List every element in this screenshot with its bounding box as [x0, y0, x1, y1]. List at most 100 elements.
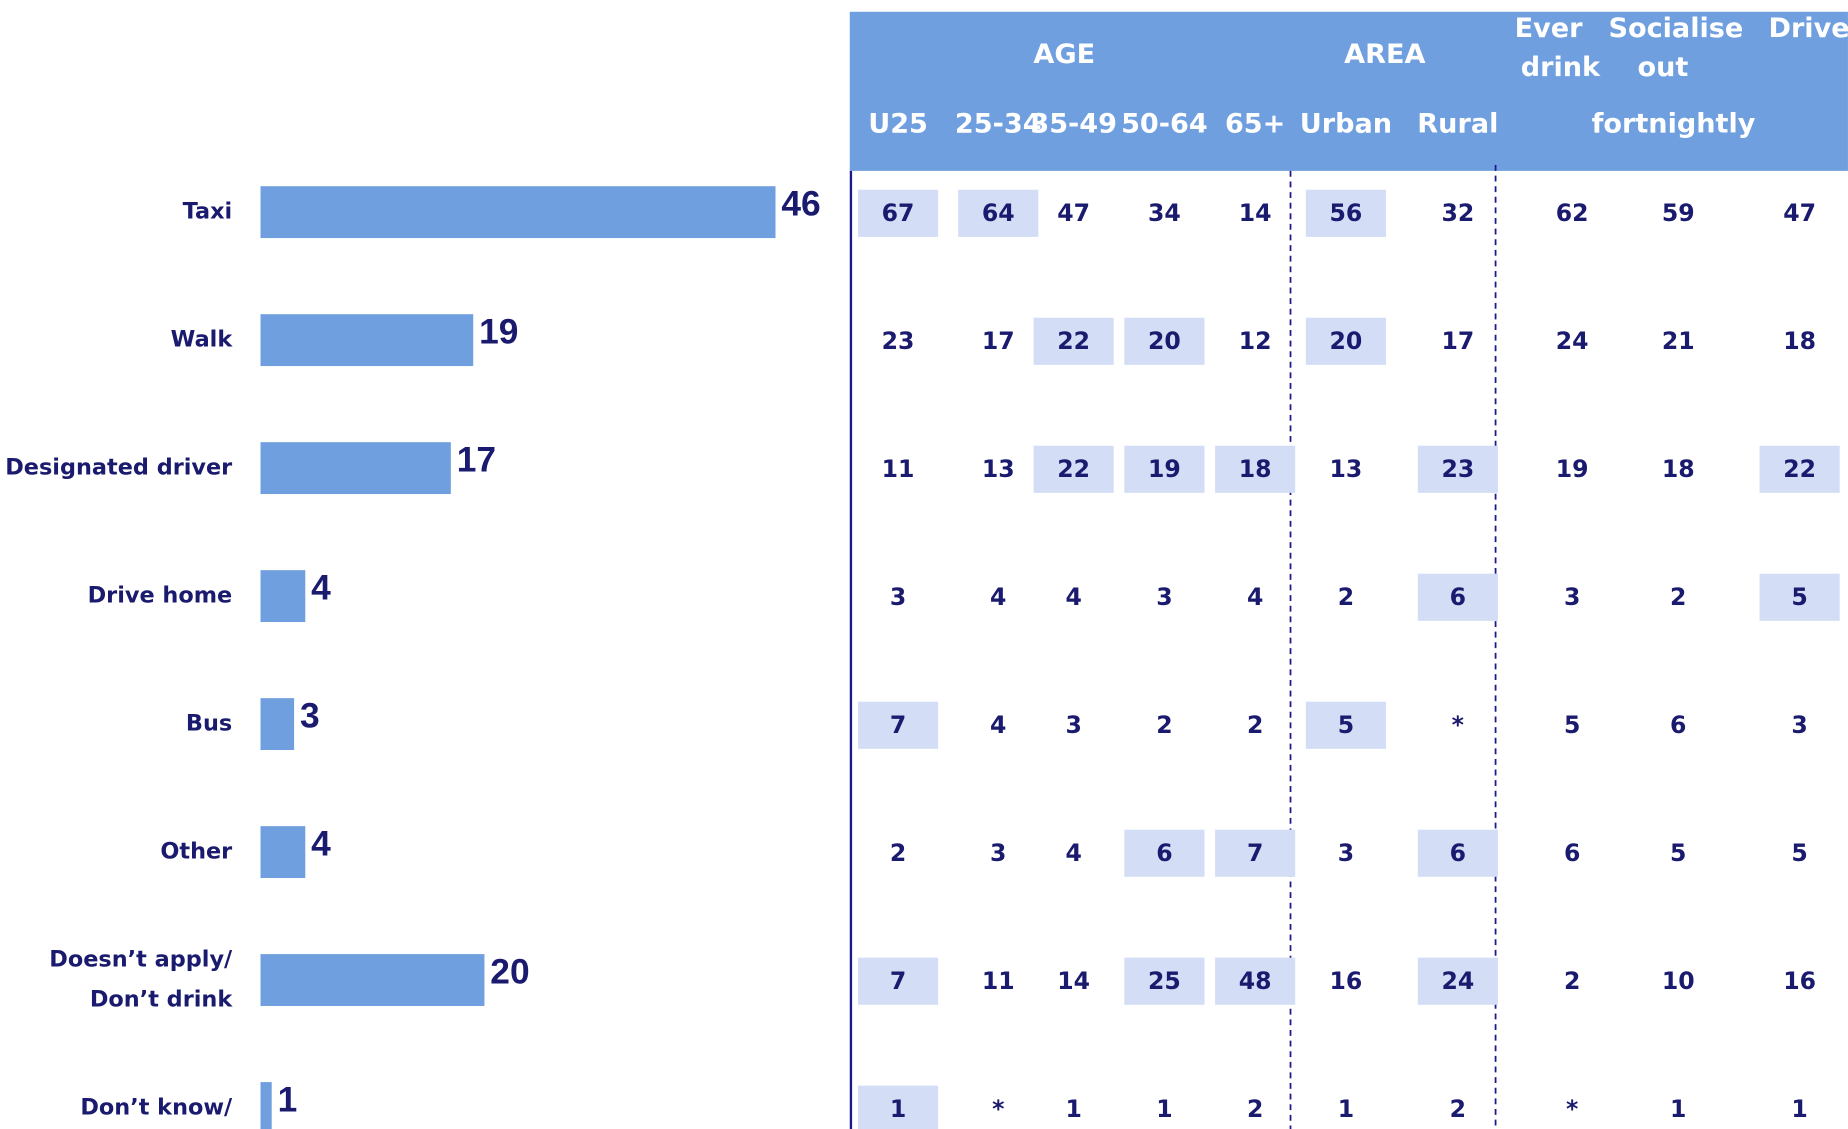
column-header: Rural [1417, 108, 1498, 139]
cell: 47 [1057, 199, 1090, 227]
cell: 6 [1564, 839, 1580, 867]
cell: 1 [1670, 1095, 1686, 1123]
cell: 2 [1247, 711, 1263, 739]
cell: 1 [890, 1095, 906, 1123]
cell-highlight [1759, 445, 1840, 493]
cell: 5 [1791, 583, 1807, 611]
cell: 1 [1156, 1095, 1172, 1123]
cell: 2 [1670, 583, 1686, 611]
cell: 2 [1156, 711, 1172, 739]
group-header: Ever [1515, 13, 1584, 44]
bar [260, 314, 474, 367]
table-header-bg [849, 11, 1848, 171]
cell: 3 [1564, 583, 1580, 611]
bar [260, 186, 776, 239]
cell: 7 [890, 967, 906, 995]
cell: 18 [1662, 455, 1695, 483]
cell-highlight [858, 1085, 939, 1129]
category-label: Drive home [88, 583, 233, 609]
cell-highlight [1033, 445, 1114, 493]
column-header: 65+ [1225, 108, 1285, 139]
cell: 3 [1338, 839, 1354, 867]
cell: 64 [982, 199, 1015, 227]
cell-highlight [1417, 573, 1498, 621]
cell: 25 [1148, 967, 1181, 995]
cell: 2 [1564, 967, 1580, 995]
cell: 23 [1441, 455, 1474, 483]
category-label: Doesn’t apply/ [49, 947, 233, 973]
cell: 48 [1239, 967, 1272, 995]
category-label: Designated driver [5, 455, 232, 481]
category-label: Don’t know/ [80, 1095, 233, 1121]
cell: 4 [990, 711, 1006, 739]
bar [260, 442, 451, 495]
column-header: U25 [868, 108, 928, 139]
cell: 1 [1791, 1095, 1807, 1123]
column-header: Urban [1300, 108, 1392, 139]
bar [260, 1082, 272, 1129]
cell: 5 [1670, 839, 1686, 867]
bar [260, 826, 306, 878]
cell: 4 [990, 583, 1006, 611]
cell: 34 [1148, 199, 1181, 227]
cell: 67 [882, 199, 915, 227]
group-header: AREA [1344, 39, 1425, 70]
cell: 23 [882, 327, 915, 355]
cell-highlight [1124, 317, 1205, 365]
column-header: 50-64 [1121, 108, 1208, 139]
cell: * [1452, 711, 1464, 739]
cell-highlight [1305, 317, 1386, 365]
cell: 17 [1441, 327, 1474, 355]
cell: 6 [1670, 711, 1686, 739]
cell-highlight [858, 189, 939, 237]
cell-highlight [1215, 957, 1296, 1005]
cell: 21 [1662, 327, 1695, 355]
group-header: drink [1521, 52, 1601, 83]
cell: 11 [882, 455, 915, 483]
value-label: 1 [278, 1080, 298, 1119]
cell-highlight [858, 701, 939, 749]
cell: 3 [1156, 583, 1172, 611]
cell: 24 [1441, 967, 1474, 995]
value-label: 46 [781, 185, 820, 224]
cell-highlight [1305, 701, 1386, 749]
cell: 3 [990, 839, 1006, 867]
cell: 18 [1783, 327, 1816, 355]
cell-highlight [1417, 445, 1498, 493]
category-label: Other [160, 839, 232, 865]
cell: 7 [890, 711, 906, 739]
cell: 4 [1247, 583, 1263, 611]
category-label: Taxi [183, 199, 233, 225]
cell-highlight [958, 189, 1039, 237]
column-header: 35-49 [1030, 108, 1117, 139]
group-header: out [1637, 52, 1688, 83]
bar [260, 570, 306, 623]
cell: 6 [1156, 839, 1172, 867]
cell: 11 [982, 967, 1015, 995]
cell: 7 [1247, 839, 1263, 867]
cell-highlight [1033, 317, 1114, 365]
cell: 22 [1057, 455, 1090, 483]
cell: 14 [1057, 967, 1090, 995]
subnote: fortnightly [1592, 108, 1756, 139]
cell: 5 [1338, 711, 1354, 739]
group-header: AGE [1033, 39, 1095, 70]
group-header: Drive [1768, 13, 1848, 44]
cell: 1 [1338, 1095, 1354, 1123]
cell: 62 [1556, 199, 1589, 227]
cell: 1 [1065, 1095, 1081, 1123]
cell-highlight [858, 957, 939, 1005]
cell-highlight [1124, 829, 1205, 877]
cell: 3 [1791, 711, 1807, 739]
cell: 6 [1450, 583, 1466, 611]
cell: 4 [1065, 839, 1081, 867]
cell: 32 [1441, 199, 1474, 227]
category-label: Bus [186, 711, 232, 737]
cell: 24 [1556, 327, 1589, 355]
cell: * [992, 1095, 1004, 1123]
cell: 13 [1330, 455, 1363, 483]
cell: 13 [982, 455, 1015, 483]
cell: 22 [1057, 327, 1090, 355]
cell: 10 [1662, 967, 1695, 995]
cell-highlight [1215, 829, 1296, 877]
